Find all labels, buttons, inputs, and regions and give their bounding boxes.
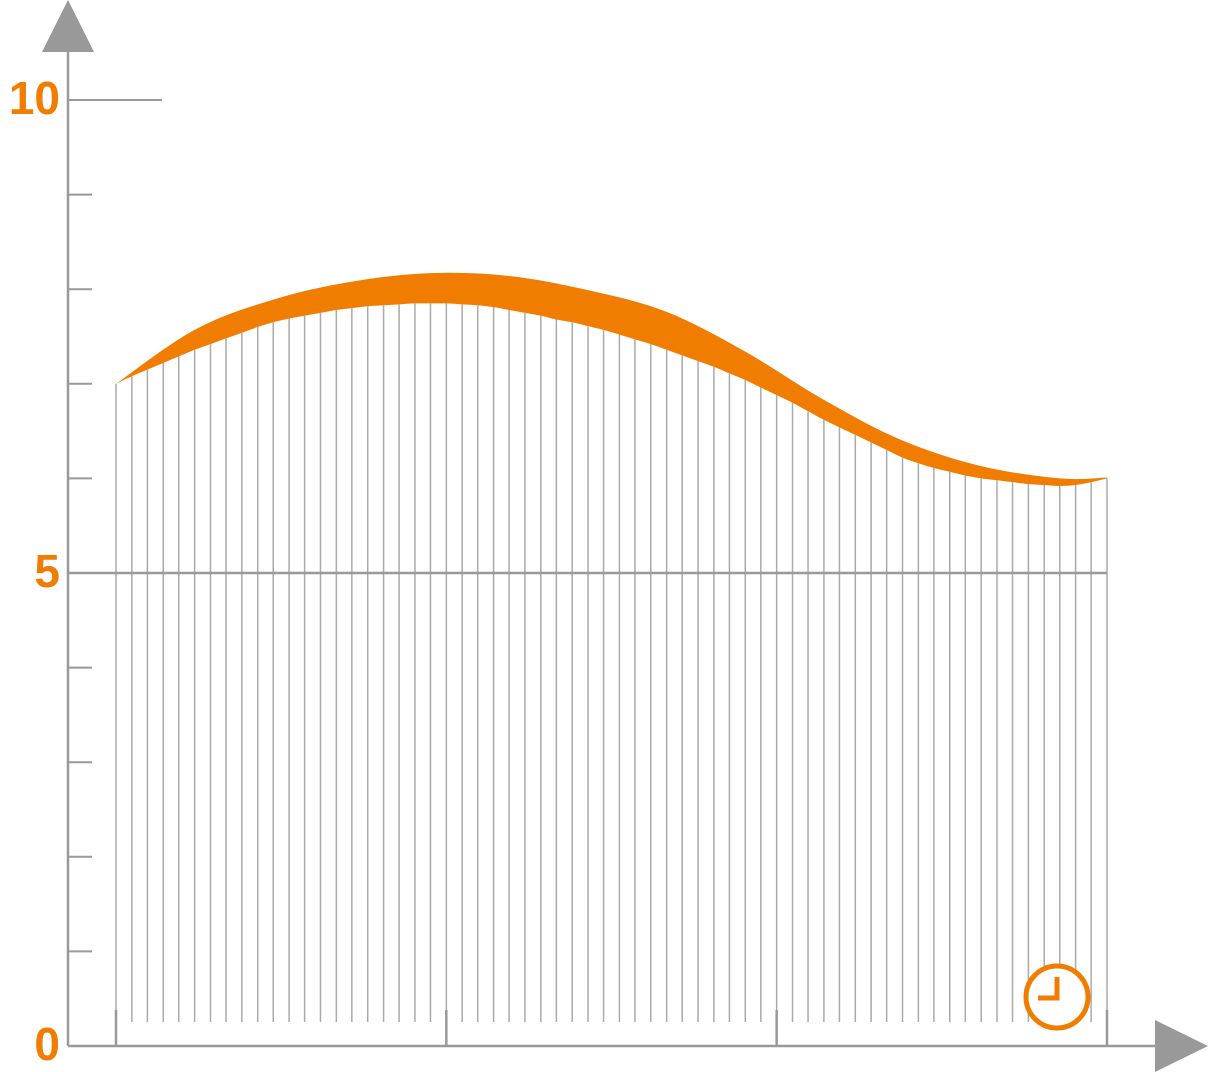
clock-icon: [1023, 963, 1091, 1031]
x-axis-arrow: [1155, 1020, 1208, 1072]
y-tick-label: 5: [34, 545, 60, 597]
clock-hands: [1038, 977, 1060, 1001]
plot-area: [115, 272, 1108, 1046]
lower-area: [116, 303, 1107, 1046]
y-axis-arrow: [42, 0, 94, 52]
y-tick-label: 10: [9, 72, 60, 124]
y-tick-label: 0: [34, 1018, 60, 1070]
